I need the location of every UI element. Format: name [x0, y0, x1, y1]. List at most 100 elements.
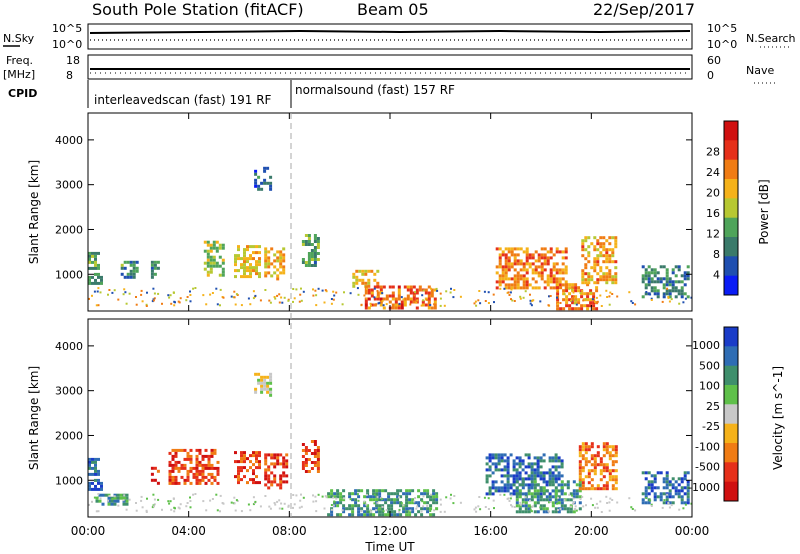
echo-cell — [408, 489, 412, 493]
echo-cell — [266, 387, 270, 391]
echo-cell — [506, 456, 510, 460]
scatter-cell — [568, 287, 571, 290]
echo-cell — [264, 247, 268, 251]
echo-cell — [388, 294, 392, 298]
echo-cell — [255, 460, 258, 464]
echo-cell — [352, 275, 356, 279]
echo-cell — [509, 486, 513, 490]
echo-cell — [273, 253, 277, 257]
echo-cell — [540, 274, 544, 278]
echo-cell — [683, 477, 687, 481]
echo-cell — [88, 251, 91, 255]
echo-cell — [363, 510, 367, 514]
echo-cell — [273, 456, 277, 460]
echo-cell — [209, 246, 213, 250]
echo-cell — [198, 463, 202, 467]
echo-cell — [402, 507, 406, 511]
echo-cell — [237, 460, 240, 464]
echo-cell — [255, 475, 258, 479]
echo-cell — [534, 286, 538, 290]
scatter-cell — [302, 290, 305, 293]
echo-cell — [221, 270, 225, 274]
scatter-cell — [317, 287, 320, 290]
scatter-cell — [152, 493, 155, 496]
echo-cell — [423, 489, 427, 493]
echo-cell — [533, 480, 537, 484]
echo-cell — [88, 457, 91, 461]
echo-cell — [659, 492, 663, 496]
echo-cell — [577, 286, 581, 290]
scatter-cell — [173, 300, 176, 303]
echo-cell — [650, 289, 654, 293]
scatter-cell — [381, 299, 384, 302]
scatter-cell — [420, 304, 423, 307]
echo-cell — [596, 272, 600, 276]
echo-cell — [581, 481, 585, 485]
echo-cell — [390, 510, 394, 514]
echo-cell — [339, 495, 343, 499]
echo-cell — [249, 266, 252, 270]
echo-cell — [150, 275, 154, 279]
scatter-cell — [519, 295, 522, 298]
echo-cell — [201, 472, 205, 476]
echo-cell — [421, 300, 425, 304]
echo-cell — [400, 306, 404, 310]
echo-cell — [282, 480, 286, 484]
echo-cell — [668, 501, 672, 505]
echo-cell — [584, 248, 588, 252]
echo-cell — [527, 477, 531, 481]
echo-cell — [602, 448, 606, 452]
echo-cell — [542, 489, 546, 493]
echo-cell — [500, 459, 504, 463]
echo-cell — [650, 277, 654, 281]
echo-cell — [515, 510, 519, 514]
echo-cell — [348, 507, 352, 511]
echo-cell — [592, 304, 596, 308]
scatter-cell — [145, 303, 148, 306]
echo-cell — [602, 278, 606, 282]
echo-cell — [596, 487, 600, 491]
echo-cell — [397, 285, 401, 289]
echo-cell — [304, 458, 308, 461]
echo-cell — [269, 372, 273, 376]
scatter-cell — [585, 504, 587, 507]
echo-cell — [540, 253, 544, 257]
echo-cell — [516, 286, 520, 290]
echo-cell — [554, 495, 558, 499]
echo-region-4 — [234, 245, 261, 279]
echo-cell — [333, 501, 337, 505]
echo-cell — [125, 496, 129, 500]
echo-cell — [578, 448, 582, 452]
echo-cell — [515, 480, 519, 484]
time-tick-label: 16:00 — [473, 524, 508, 538]
echo-cell — [578, 451, 582, 455]
echo-cell — [129, 260, 133, 264]
echo-cell — [221, 246, 225, 250]
scatter-cell — [117, 504, 120, 507]
echo-cell — [599, 469, 603, 473]
echo-cell — [240, 266, 243, 270]
echo-cell — [537, 271, 541, 275]
echo-cell — [378, 495, 382, 499]
echo-cell — [494, 462, 498, 466]
echo-cell — [243, 454, 246, 458]
echo-cell — [123, 266, 127, 270]
echo-cell — [494, 486, 498, 490]
echo-cell — [97, 457, 100, 461]
echo-cell — [301, 464, 305, 467]
echo-cell — [282, 465, 286, 469]
echo-cell — [399, 489, 403, 493]
scatter-cell — [93, 496, 96, 499]
echo-cell — [97, 487, 100, 491]
echo-cell — [530, 495, 534, 499]
echo-cell — [662, 486, 666, 490]
echo-cell — [264, 262, 268, 266]
scatter-cell — [264, 495, 267, 497]
echo-cell — [221, 267, 225, 271]
echo-cell — [246, 275, 249, 279]
echo-cell — [313, 452, 317, 455]
echo-cell — [381, 507, 385, 511]
colorbar-swatch — [724, 365, 738, 386]
y-tick-label: 2000 — [55, 223, 83, 236]
